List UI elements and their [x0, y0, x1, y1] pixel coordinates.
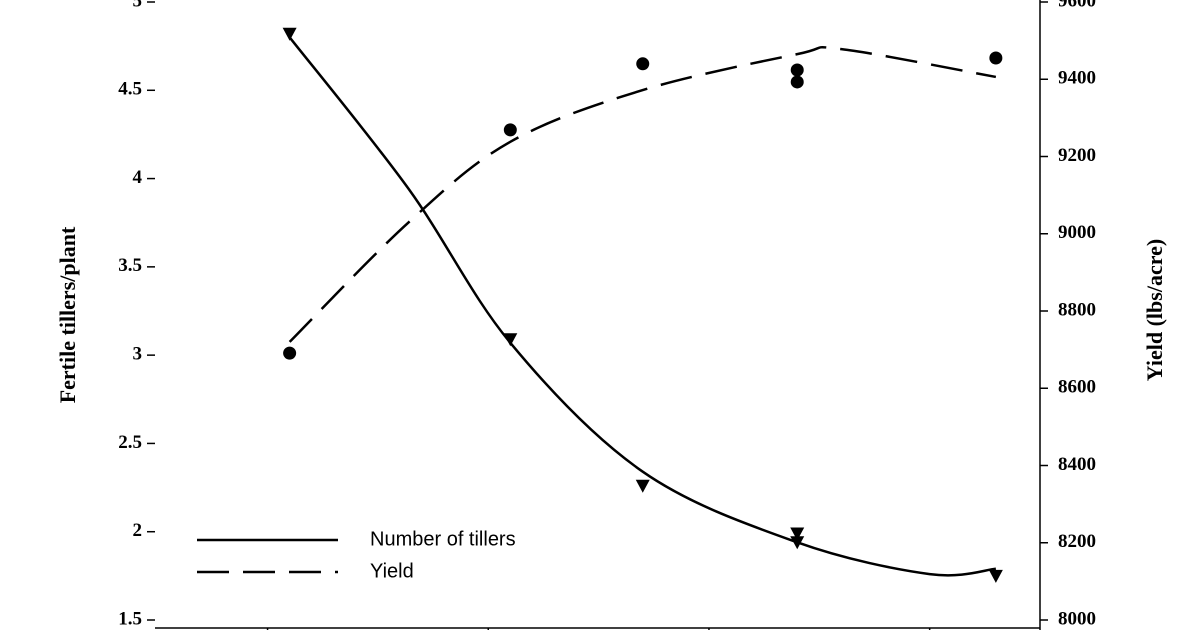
y-tick-label: 3 [133, 344, 143, 365]
y-tick-label: 3.5 [118, 255, 142, 276]
circle-point [503, 123, 517, 137]
y2-tick-label: 9400 [1058, 68, 1096, 89]
triangle-point [282, 27, 297, 41]
fit-line [288, 36, 996, 577]
y2-tick-label: 8600 [1058, 377, 1096, 398]
circle-point [989, 51, 1003, 65]
triangle-point [635, 479, 650, 493]
y-axis-title: Fertile tillers/plant [55, 226, 80, 403]
y-tick-label: 4 [133, 167, 143, 188]
y2-tick-label: 8800 [1058, 299, 1096, 320]
fit-line [288, 45, 997, 343]
triangle-point [790, 536, 805, 550]
y2-tick-label: 8200 [1058, 531, 1096, 552]
circle-point [790, 75, 804, 89]
circle-point [790, 63, 804, 77]
y2-tick-label: 9600 [1058, 0, 1096, 11]
y-tick-label: 2.5 [118, 432, 142, 453]
triangle-point [503, 333, 518, 347]
y-tick-label: 2 [133, 520, 143, 541]
y2-axis-title: Yield (lbs/acre) [1142, 239, 1167, 381]
y-tick-label: 1.5 [118, 608, 142, 629]
y2-tick-label: 9000 [1058, 222, 1096, 243]
circle-point [636, 57, 650, 71]
triangle-point [790, 527, 805, 541]
y2-tick-label: 8400 [1058, 454, 1096, 475]
y-tick-label: 4.5 [118, 79, 142, 100]
legend-label: Number of tillers [370, 528, 516, 550]
triangle-point [988, 569, 1003, 583]
legend-label: Yield [370, 560, 414, 582]
circle-point [283, 346, 297, 360]
y2-tick-label: 9200 [1058, 145, 1096, 166]
y-tick-label: 5 [133, 0, 143, 11]
y2-tick-label: 8000 [1058, 608, 1096, 629]
